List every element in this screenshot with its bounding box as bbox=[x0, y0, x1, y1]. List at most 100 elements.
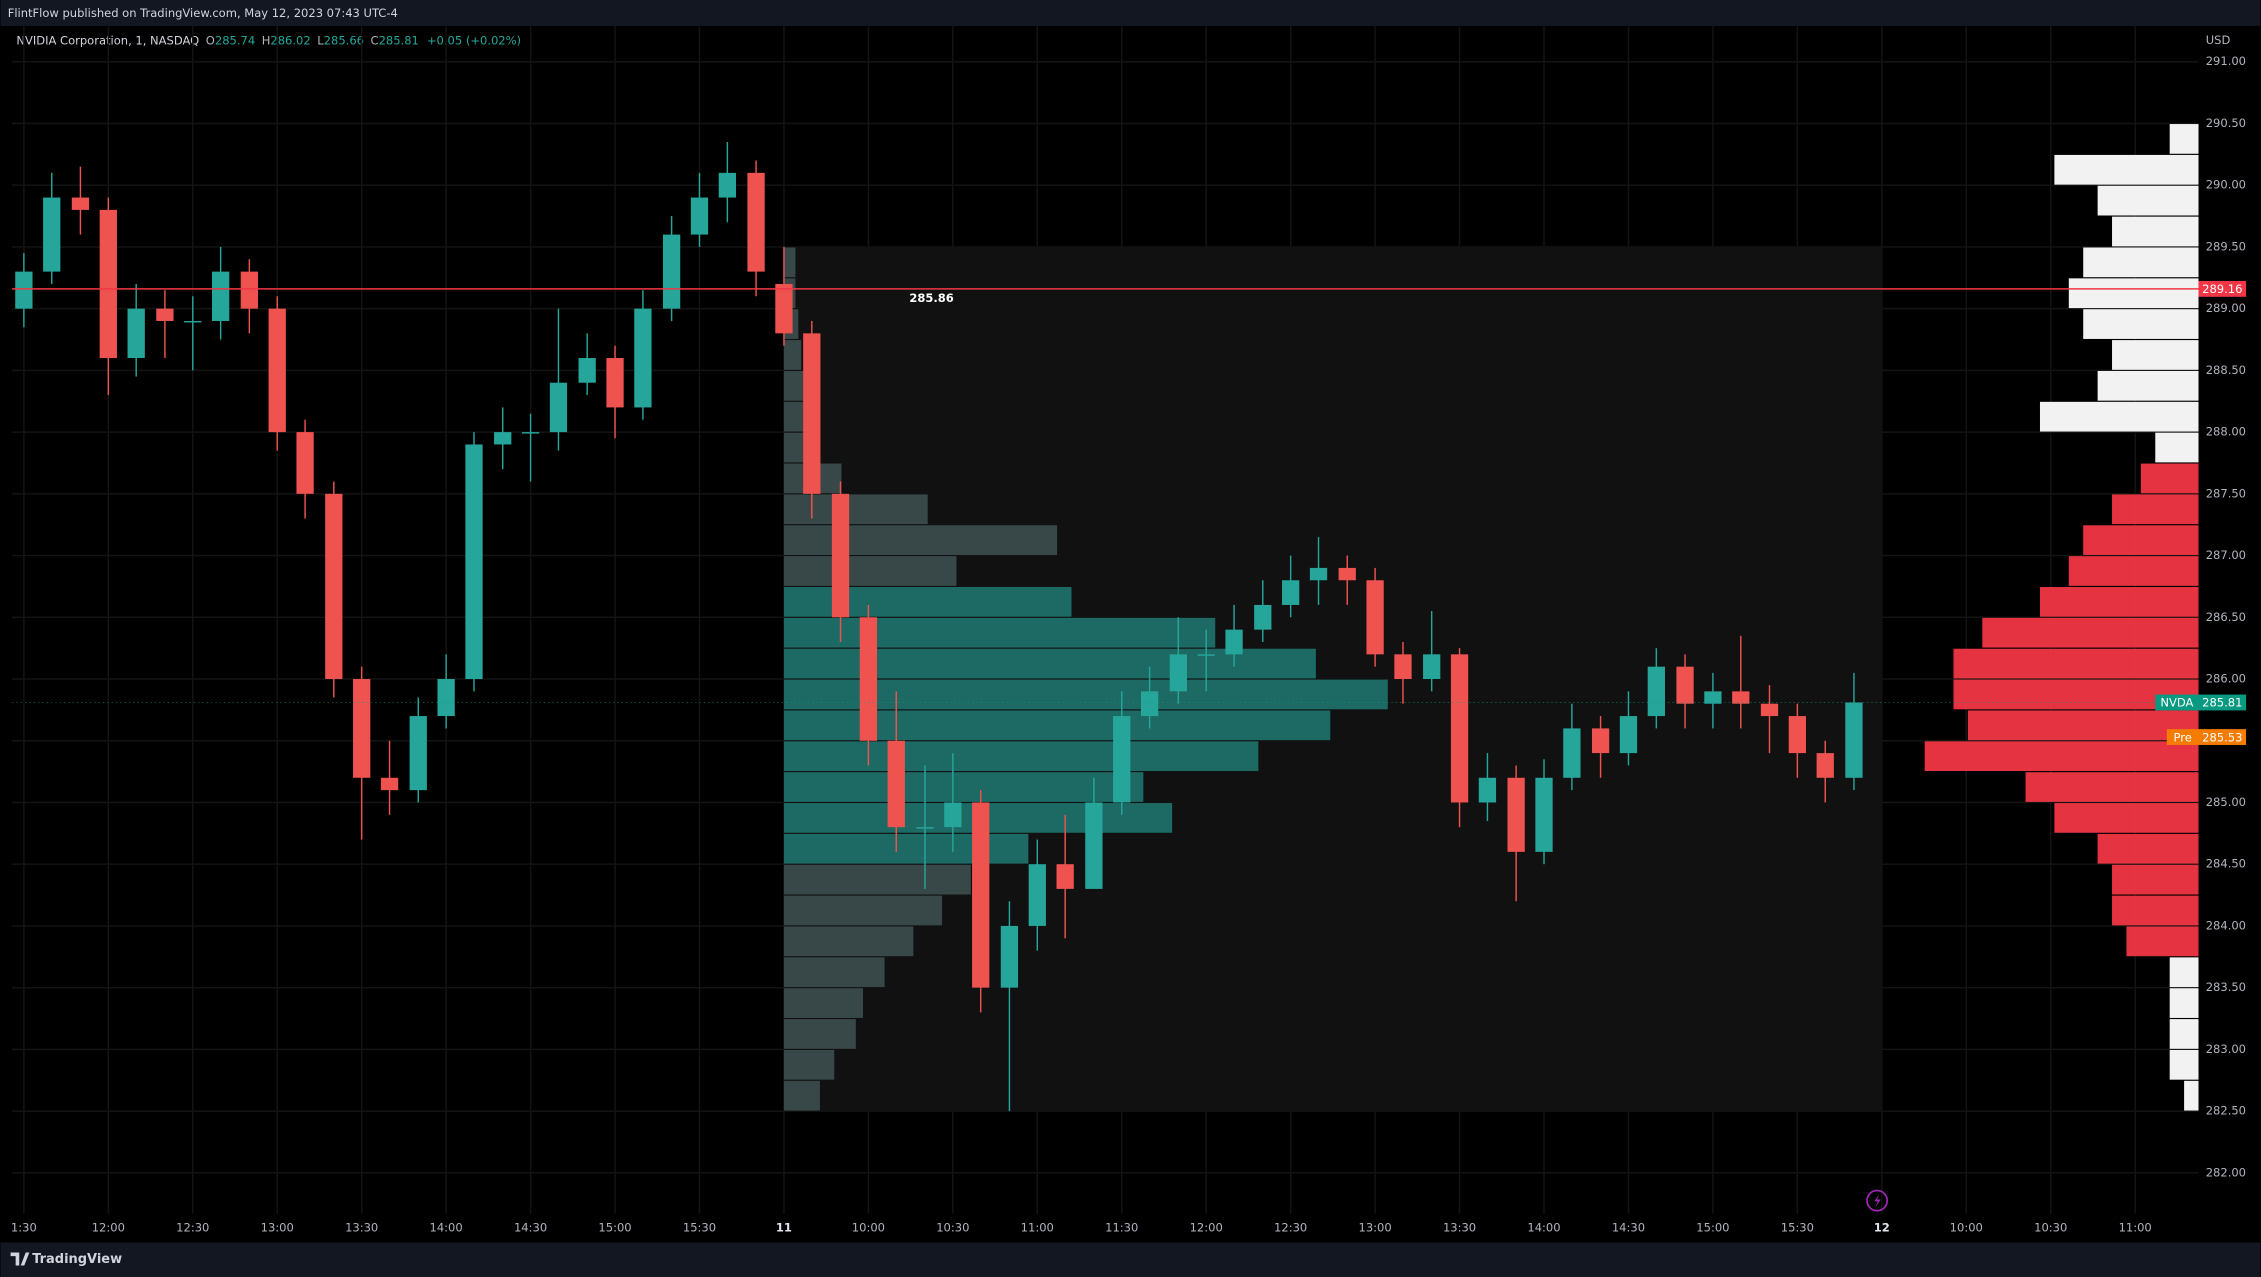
candle-body bbox=[1591, 728, 1610, 754]
candle-body bbox=[1676, 666, 1694, 704]
candle-body bbox=[521, 432, 540, 434]
profile-bar bbox=[2025, 772, 2199, 802]
candle-body bbox=[1225, 629, 1243, 655]
y-tick-label: 288.00 bbox=[2206, 425, 2246, 439]
profile-bar bbox=[2097, 185, 2199, 216]
profile-bar bbox=[783, 1049, 835, 1080]
change: +0.05 (+0.02%) bbox=[427, 33, 521, 47]
candle-body bbox=[325, 493, 343, 680]
candle-body bbox=[127, 308, 145, 359]
candle-body bbox=[859, 617, 878, 741]
candle-body bbox=[1366, 580, 1384, 655]
pre-name-box bbox=[2166, 729, 2199, 745]
profile-bar bbox=[2140, 463, 2199, 494]
candle-body bbox=[690, 197, 709, 235]
x-tick-label: 14:30 bbox=[1612, 1220, 1645, 1234]
price-line-value: 289.16 bbox=[2202, 282, 2242, 296]
price-annotation: 285.86 bbox=[909, 291, 953, 305]
candle-body bbox=[1000, 925, 1019, 988]
footer-bar bbox=[0, 1242, 2261, 1277]
candle-body bbox=[1845, 702, 1863, 778]
x-tick-label: 10:00 bbox=[1950, 1220, 1983, 1234]
profile-bar bbox=[2155, 432, 2199, 463]
replay-icon bbox=[1866, 1189, 1889, 1212]
x-tick-label: 12:30 bbox=[1274, 1220, 1307, 1234]
profile-bar bbox=[1982, 617, 2199, 648]
profile-bar bbox=[2169, 124, 2199, 154]
profile-bar bbox=[2083, 525, 2199, 555]
x-tick-label: 15:30 bbox=[683, 1220, 716, 1234]
low-label: L bbox=[317, 33, 324, 47]
close-label: C bbox=[371, 33, 379, 47]
y-tick-label: 286.50 bbox=[2206, 610, 2246, 624]
profile-bar bbox=[2083, 309, 2199, 339]
x-tick-label: 10:30 bbox=[936, 1220, 969, 1234]
candle-body bbox=[662, 234, 681, 309]
candle-body bbox=[1282, 580, 1300, 605]
candle-body bbox=[1140, 691, 1159, 717]
y-tick-label: 288.50 bbox=[2206, 363, 2246, 377]
profile-bar bbox=[783, 988, 864, 1018]
profile-bar bbox=[2112, 895, 2199, 926]
profile-bar bbox=[783, 525, 1058, 555]
legend: NVIDIA Corporation, 1, NASDAQ O285.74 H2… bbox=[16, 33, 521, 47]
candle-body bbox=[15, 271, 33, 309]
profile-bar bbox=[783, 957, 885, 988]
profile-bar bbox=[1953, 648, 2199, 679]
profile-bar bbox=[783, 617, 1216, 648]
profile-bar bbox=[783, 895, 943, 926]
low-value: 285.66 bbox=[324, 33, 364, 47]
icon-bolt bbox=[1874, 1194, 1881, 1208]
x-tick-label: 10:00 bbox=[852, 1220, 885, 1234]
profile-bar bbox=[2169, 957, 2199, 988]
currency: USD bbox=[2206, 33, 2231, 47]
candle-body bbox=[184, 321, 202, 323]
candle-body bbox=[240, 271, 258, 309]
y-tick-label: 286.00 bbox=[2206, 672, 2246, 686]
candle-body bbox=[578, 358, 596, 383]
profile-bar bbox=[2184, 1080, 2199, 1111]
x-tick-label: 12 bbox=[1874, 1220, 1890, 1234]
candle-body bbox=[972, 802, 990, 988]
candle-body bbox=[747, 172, 765, 272]
candle-body bbox=[916, 827, 934, 829]
y-tick-label: 284.00 bbox=[2206, 918, 2246, 932]
candle-body bbox=[494, 432, 512, 445]
profile-bar bbox=[1967, 710, 2199, 741]
x-tick-label: 14:00 bbox=[1527, 1220, 1560, 1234]
profile-bar bbox=[2112, 864, 2199, 895]
profile-bar bbox=[783, 556, 957, 586]
profile-bar bbox=[783, 679, 1388, 710]
candle-body bbox=[1056, 864, 1074, 889]
pre-name: Pre bbox=[2173, 730, 2191, 744]
pre-value: 285.53 bbox=[2202, 730, 2242, 744]
profile-bar bbox=[2169, 1019, 2199, 1049]
profile-bar bbox=[2083, 247, 2199, 278]
candle-body bbox=[409, 716, 427, 791]
profile-bar bbox=[2054, 803, 2199, 833]
x-tick-label: 15:30 bbox=[1781, 1220, 1814, 1234]
candle-body bbox=[1394, 654, 1412, 680]
profile-bar bbox=[2097, 370, 2199, 401]
candle-body bbox=[1338, 567, 1356, 581]
x-tick-label: 11 bbox=[776, 1220, 792, 1234]
open-label: O bbox=[206, 33, 215, 47]
candle-body bbox=[887, 740, 905, 828]
y-tick-label: 287.00 bbox=[2206, 548, 2246, 562]
last-name-box bbox=[2155, 694, 2199, 711]
candle-body bbox=[718, 172, 736, 198]
y-tick-label: 290.50 bbox=[2206, 116, 2246, 130]
candle-body bbox=[1085, 802, 1103, 889]
profile-bar bbox=[2169, 1049, 2199, 1080]
profile-bar bbox=[783, 772, 1144, 802]
candle-body bbox=[296, 432, 314, 494]
icon-ring bbox=[1866, 1189, 1889, 1212]
brand: TradingView bbox=[32, 1252, 122, 1267]
x-tick-label: 15:00 bbox=[1696, 1220, 1729, 1234]
candle-body bbox=[380, 777, 399, 791]
candle-body bbox=[1478, 777, 1497, 803]
candle-body bbox=[1816, 753, 1834, 778]
last-name: NVDA bbox=[2160, 696, 2193, 710]
x-tick-label: 10:30 bbox=[2034, 1220, 2067, 1234]
